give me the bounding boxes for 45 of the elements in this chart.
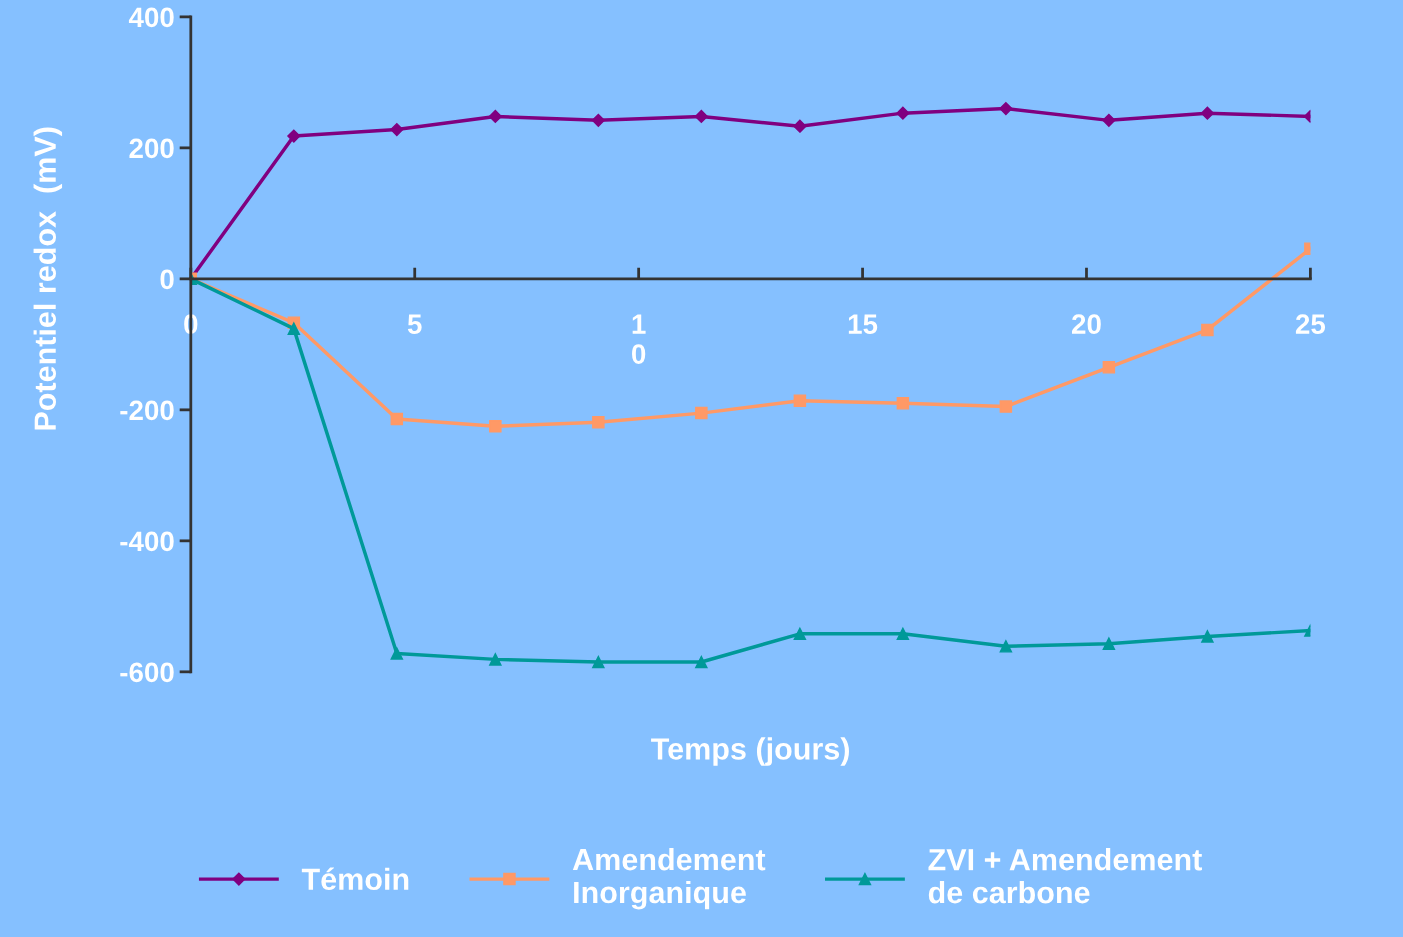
point <box>489 419 502 433</box>
point <box>1102 637 1116 650</box>
point <box>1102 113 1116 127</box>
x-tick-label: 15 <box>848 314 878 334</box>
legend-label: Amendement Inorganique <box>572 847 766 910</box>
point <box>793 627 807 641</box>
y-tick-label: -600 <box>120 662 174 683</box>
y-tick-label: 200 <box>129 138 174 159</box>
point <box>896 627 910 641</box>
x-tick-label: 25 <box>1295 314 1326 334</box>
y-tick-label: -400 <box>120 531 174 552</box>
point <box>695 655 708 669</box>
x-tick-label: 5 <box>407 314 422 334</box>
point <box>592 655 605 669</box>
legend-label: Témoin <box>301 867 409 891</box>
point <box>390 412 404 426</box>
point <box>896 397 910 410</box>
point <box>390 122 404 137</box>
point <box>793 394 807 407</box>
point <box>896 106 910 120</box>
x-tick-label: 20 <box>1072 314 1101 334</box>
y-tick-label: 400 <box>128 7 174 28</box>
point <box>695 406 708 420</box>
point <box>694 109 708 124</box>
point <box>390 647 404 660</box>
point <box>999 101 1013 116</box>
point <box>287 322 301 335</box>
point <box>1201 630 1214 643</box>
point <box>999 400 1013 413</box>
y-tick-label: 0 <box>160 269 174 290</box>
y-axis-title: Potentiel redox (mV) <box>33 127 63 430</box>
point <box>489 653 502 666</box>
point <box>287 129 301 143</box>
point <box>1201 323 1214 337</box>
x-axis-title: Temps (jours) <box>651 737 849 766</box>
y-tick-label: -200 <box>120 400 174 421</box>
point <box>1200 106 1214 120</box>
point <box>488 109 502 124</box>
point <box>1102 361 1116 374</box>
x-tick-label: 1 0 <box>632 314 646 364</box>
legend-label: ZVI + Amendement de carbone <box>928 848 1202 904</box>
point <box>793 119 807 133</box>
point <box>592 416 605 429</box>
point <box>999 640 1013 653</box>
point <box>591 113 605 127</box>
